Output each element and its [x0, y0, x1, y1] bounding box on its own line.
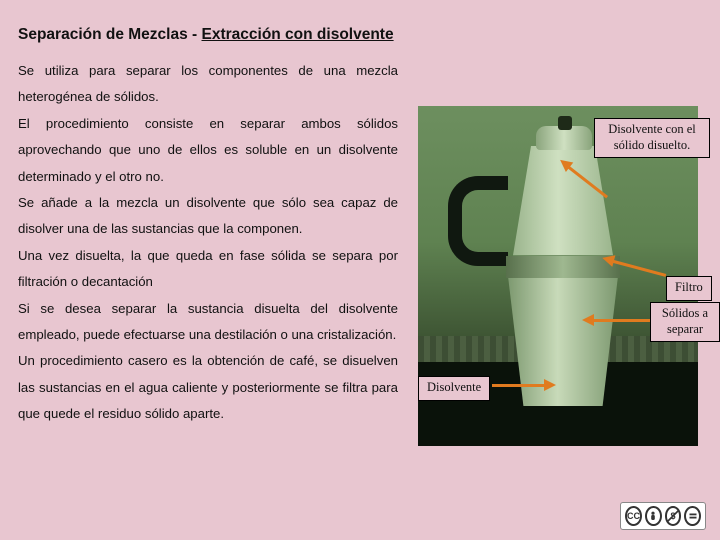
- callout-line: Sólidos a: [662, 306, 708, 320]
- callout-solids: Sólidos a separar: [650, 302, 720, 342]
- pot-knob: [558, 116, 572, 130]
- paragraph: Se utiliza para separar los componentes …: [18, 58, 398, 111]
- callout-text: Disolvente: [427, 380, 481, 394]
- pot-handle: [448, 176, 508, 266]
- body-text: Se utiliza para separar los componentes …: [18, 58, 398, 428]
- pot-lower-chamber: [508, 276, 618, 406]
- nc-icon: $: [665, 506, 682, 526]
- callout-line: Disolvente con el: [608, 122, 695, 136]
- callout-line: sólido disuelto.: [614, 138, 690, 152]
- paragraph: El procedimiento consiste en separar amb…: [18, 111, 398, 190]
- callout-solvent: Disolvente: [418, 376, 490, 401]
- cc-icon: CC: [625, 506, 642, 526]
- callout-text: Filtro: [675, 280, 703, 294]
- paragraph: Un procedimiento casero es la obtención …: [18, 348, 398, 427]
- slide-title: Separación de Mezclas - Extracción con d…: [18, 26, 702, 44]
- paragraph: Una vez disuelta, la que queda en fase s…: [18, 243, 398, 296]
- nd-icon: [684, 506, 701, 526]
- title-plain: Separación de Mezclas -: [18, 26, 202, 43]
- by-icon: [645, 506, 662, 526]
- paragraph: Se añade a la mezcla un disolvente que s…: [18, 190, 398, 243]
- cc-license-badge: CC $: [620, 502, 706, 530]
- callout-filter: Filtro: [666, 276, 712, 301]
- paragraph: Si se desea separar la sustancia disuelt…: [18, 296, 398, 349]
- callout-dissolved-solvent: Disolvente con el sólido disuelto.: [594, 118, 710, 158]
- slide: Separación de Mezclas - Extracción con d…: [0, 0, 720, 540]
- title-underlined: Extracción con disolvente: [202, 26, 394, 43]
- callout-line: separar: [667, 322, 703, 336]
